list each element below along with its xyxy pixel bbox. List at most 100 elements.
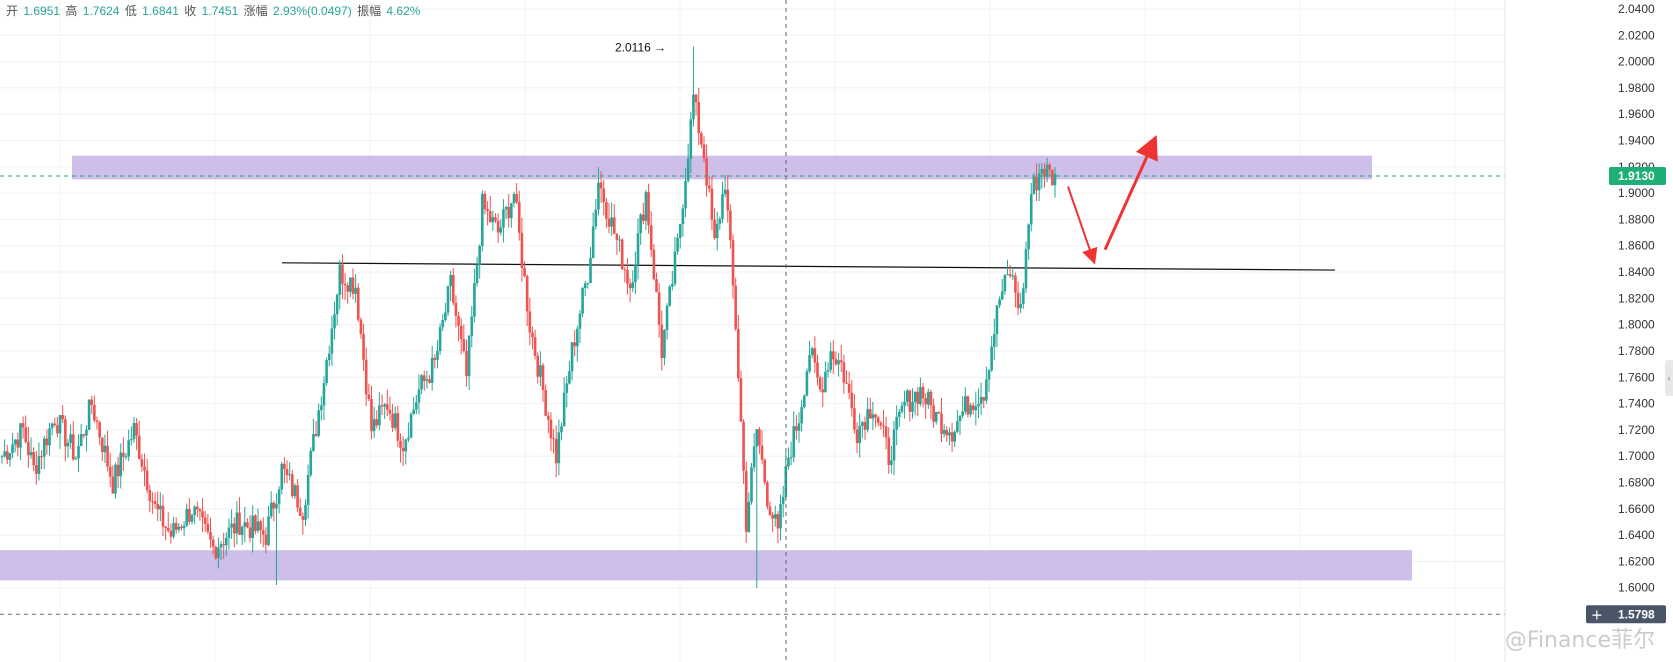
candle-up xyxy=(810,348,814,355)
candle-down xyxy=(106,445,109,467)
candle-down xyxy=(850,392,854,409)
candle-down xyxy=(868,409,872,419)
candle-up xyxy=(948,432,951,436)
candle-up xyxy=(792,426,796,458)
candle-up xyxy=(404,439,408,452)
candle-up xyxy=(58,415,62,434)
candle-up xyxy=(87,399,91,430)
candle-down xyxy=(707,185,711,189)
high-label: 高 xyxy=(65,4,78,18)
candle-up xyxy=(269,502,273,517)
y-tick-label: 1.7600 xyxy=(1618,370,1655,384)
y-tick-label: 1.8800 xyxy=(1618,212,1655,226)
y-tick-label: 1.9400 xyxy=(1618,134,1655,148)
candle-up xyxy=(539,365,542,377)
candle-up xyxy=(678,223,682,238)
candle-up xyxy=(1027,224,1030,250)
y-tick-label: 1.7800 xyxy=(1618,344,1655,358)
candle-down xyxy=(346,285,350,292)
candle-up xyxy=(671,283,674,287)
candle-down xyxy=(248,527,252,538)
candle-up xyxy=(723,189,727,195)
candle-up xyxy=(29,452,33,456)
candle-down xyxy=(40,456,43,458)
high-value: 1.7624 xyxy=(82,4,120,18)
y-tick-label: 1.8000 xyxy=(1618,318,1655,332)
candle-down xyxy=(301,516,305,520)
candle-down xyxy=(876,417,880,423)
candle-down xyxy=(433,357,437,360)
candle-down xyxy=(364,359,368,395)
candle-up xyxy=(177,526,181,530)
amplitude-value: 4.62% xyxy=(386,4,421,18)
candle-up xyxy=(636,233,640,265)
candle-up xyxy=(977,404,980,407)
candle-down xyxy=(821,389,825,393)
candle-down xyxy=(642,214,645,221)
candle-up xyxy=(639,214,642,234)
candle-down xyxy=(24,427,28,443)
candle-down xyxy=(180,526,183,529)
candle-down xyxy=(602,188,606,202)
candle-down xyxy=(694,94,698,102)
add-alert-icon[interactable]: + xyxy=(1591,607,1603,623)
candle-up xyxy=(436,350,439,360)
candle-up xyxy=(797,423,801,431)
candle-down xyxy=(971,405,975,411)
candle-up xyxy=(473,283,476,317)
candle-down xyxy=(90,399,94,405)
candle-down xyxy=(507,207,511,219)
candle-up xyxy=(755,429,759,447)
candle-down xyxy=(203,517,207,524)
candle-down xyxy=(198,509,202,512)
candle-up xyxy=(974,406,978,411)
candle-up xyxy=(481,193,484,246)
collapse-handle[interactable]: ‹ xyxy=(1665,360,1673,396)
candle-down xyxy=(544,390,547,416)
candle-up xyxy=(42,438,46,457)
candle-up xyxy=(277,489,281,504)
candle-down xyxy=(161,505,165,527)
candle-up xyxy=(412,409,415,415)
candle-down xyxy=(27,442,30,456)
last-price-badge xyxy=(1609,167,1666,186)
candle-down xyxy=(137,435,141,460)
candle-down xyxy=(246,522,249,528)
candle-down xyxy=(839,360,843,363)
candle-up xyxy=(8,453,12,460)
candle-up xyxy=(193,506,196,515)
candle-up xyxy=(903,401,906,406)
candle-up xyxy=(338,264,342,295)
candle-up xyxy=(747,501,751,532)
support-zone xyxy=(0,550,1412,581)
candle-up xyxy=(956,421,959,432)
candle-up xyxy=(618,239,621,241)
candle-up xyxy=(861,422,864,426)
candle-up xyxy=(824,371,827,393)
candle-up xyxy=(159,505,162,510)
y-tick-label: 1.8400 xyxy=(1618,265,1655,279)
candle-down xyxy=(816,362,819,378)
candle-down xyxy=(462,339,466,352)
candle-down xyxy=(148,489,152,501)
last-price-value: 1.9130 xyxy=(1618,169,1655,183)
candle-up xyxy=(130,439,133,441)
candle-down xyxy=(1014,275,1017,293)
candle-up xyxy=(69,434,72,443)
y-tick-label: 1.6400 xyxy=(1618,528,1655,542)
candle-down xyxy=(924,398,927,405)
candle-up xyxy=(225,537,228,546)
candle-up xyxy=(805,371,809,396)
candle-up xyxy=(779,504,782,529)
candle-down xyxy=(188,508,191,522)
candle-up xyxy=(586,282,590,284)
candle-down xyxy=(655,279,658,293)
candle-up xyxy=(124,456,128,458)
candle-up xyxy=(415,402,418,410)
trendline xyxy=(281,262,1336,271)
candle-down xyxy=(607,218,611,227)
candle-down xyxy=(422,375,426,381)
candle-down xyxy=(1016,292,1020,309)
candle-down xyxy=(494,217,497,221)
